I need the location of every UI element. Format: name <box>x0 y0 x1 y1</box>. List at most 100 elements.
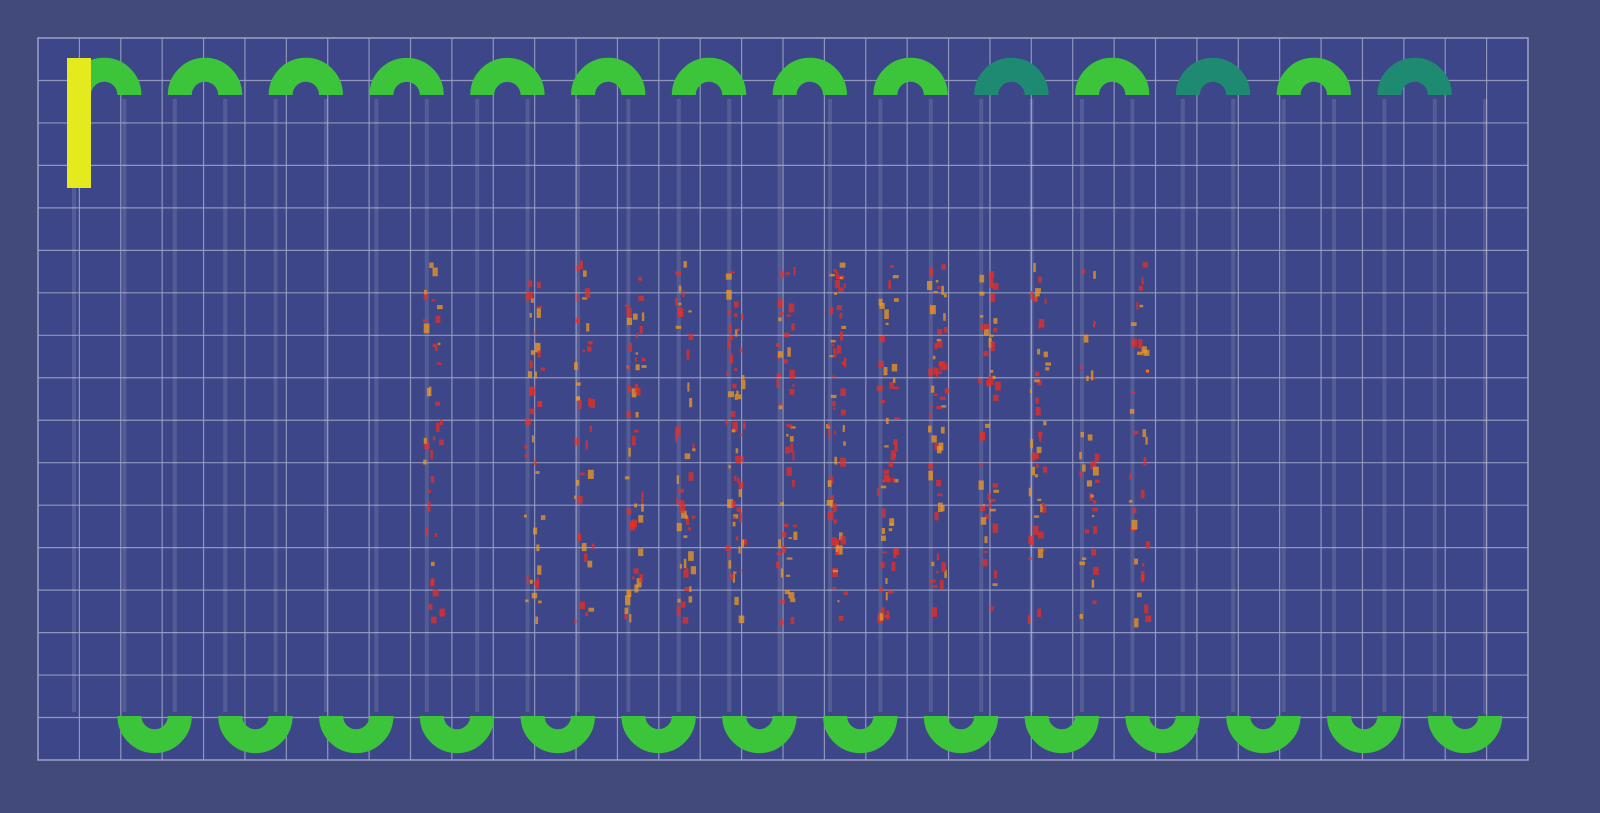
tube-bend-bottom <box>218 715 293 754</box>
heat-speckle <box>1031 466 1036 476</box>
heat-speckle <box>424 289 427 295</box>
heat-speckle <box>829 274 835 277</box>
heat-speckle <box>826 500 832 506</box>
heat-speckle <box>934 442 939 451</box>
heat-speckle <box>629 521 636 527</box>
heat-speckle <box>937 502 943 513</box>
heat-speckle <box>1140 570 1145 581</box>
heat-speckle <box>934 511 939 521</box>
heat-speckle <box>427 490 432 493</box>
heat-speckle <box>1040 504 1043 513</box>
heat-speckle <box>732 383 737 389</box>
heat-speckle <box>834 280 841 288</box>
heat-speckle <box>1092 600 1097 605</box>
heat-speckle <box>1028 557 1032 560</box>
heat-speckle <box>435 401 441 406</box>
heat-speckle <box>791 323 795 331</box>
heat-speckle <box>629 523 636 531</box>
heat-speckle <box>891 363 898 372</box>
heat-speckle <box>691 515 696 519</box>
heat-speckle <box>779 402 783 406</box>
heat-speckle <box>735 455 741 464</box>
heat-speckle <box>835 544 839 552</box>
heat-speckle <box>688 472 694 481</box>
heat-speckle <box>738 489 742 497</box>
heat-speckle <box>725 419 728 425</box>
heat-speckle <box>994 381 1001 391</box>
heat-speckle <box>829 355 834 358</box>
heat-speckle <box>878 360 885 368</box>
heat-speckle <box>634 503 638 508</box>
heat-speckle <box>575 382 581 386</box>
heat-speckle <box>1142 429 1147 438</box>
heat-speckle <box>531 592 538 599</box>
heat-speckle <box>789 388 795 395</box>
heat-speckle <box>432 589 439 597</box>
heat-speckle <box>1138 338 1143 349</box>
heat-speckle <box>732 574 735 583</box>
heat-speckle <box>840 536 846 545</box>
heat-speckle <box>1086 375 1089 382</box>
heat-speckle <box>734 313 738 317</box>
heat-speckle <box>739 347 743 353</box>
heat-speckle <box>779 600 785 604</box>
heat-speckle <box>1079 613 1084 619</box>
heat-speckle <box>835 539 840 546</box>
heat-speckle <box>683 261 687 268</box>
tube-bend-top <box>268 57 343 96</box>
heat-speckle <box>786 557 793 560</box>
heat-speckle <box>733 514 739 519</box>
heat-speckle <box>994 570 998 579</box>
heat-speckle <box>939 361 946 371</box>
heat-speckle <box>538 402 542 408</box>
heat-speckle <box>990 369 994 373</box>
heat-speckle <box>1042 466 1048 473</box>
heat-speckle <box>641 365 647 368</box>
tube-bend-bottom <box>923 715 999 754</box>
heat-speckle <box>536 305 543 309</box>
tube-bend-bottom <box>823 715 898 754</box>
heat-speckle <box>1028 535 1034 545</box>
heat-speckle <box>734 475 737 482</box>
heat-speckle <box>981 435 985 439</box>
heat-speckle <box>432 267 438 277</box>
heat-speckle <box>536 281 541 289</box>
heat-speckle <box>777 561 780 566</box>
heat-speckle <box>1144 604 1149 614</box>
heat-speckle <box>585 440 588 450</box>
heat-speckle <box>689 586 692 592</box>
heat-speckle <box>678 500 685 506</box>
heat-speckle <box>641 491 644 499</box>
heat-speckle <box>427 501 431 512</box>
heat-speckle <box>778 539 781 548</box>
heat-speckle <box>1094 479 1100 484</box>
heat-speckle <box>1086 480 1093 487</box>
heat-speckle <box>423 459 427 465</box>
heat-speckle <box>940 426 945 434</box>
heat-speckle <box>1087 434 1093 441</box>
heat-speckle <box>731 429 736 433</box>
heat-speckle <box>879 336 886 343</box>
heat-speckle <box>880 399 885 404</box>
heat-speckle <box>734 301 739 308</box>
tube-bend-bottom <box>1226 715 1301 754</box>
heat-speckle <box>1037 276 1043 283</box>
heat-speckle <box>889 382 894 389</box>
heat-speckle <box>626 308 632 317</box>
heat-speckle <box>933 393 938 397</box>
heat-speckle <box>529 360 533 369</box>
heat-speckle <box>792 479 795 487</box>
tube-bend-bottom <box>520 715 595 754</box>
heat-speckle <box>686 349 690 360</box>
heat-speckle <box>881 527 886 535</box>
heat-speckle <box>980 517 987 525</box>
heat-speckle <box>777 298 783 308</box>
heat-speckle <box>729 335 734 340</box>
heat-speckle <box>636 387 641 396</box>
heat-speckle <box>1080 432 1085 438</box>
heat-speckle <box>842 425 845 432</box>
heat-speckle <box>535 580 540 589</box>
heat-speckle <box>590 399 596 408</box>
heat-speckle <box>524 445 528 449</box>
heat-speckle <box>930 385 935 393</box>
